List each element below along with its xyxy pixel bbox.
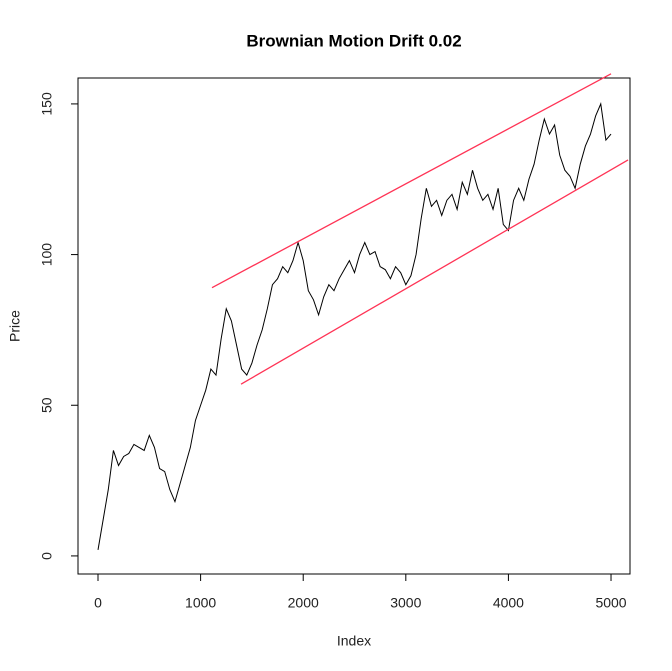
- series-line: [97, 102, 612, 550]
- x-tick-label: 4000: [493, 595, 524, 611]
- y-tick-label: 100: [39, 243, 55, 267]
- chart-title: Brownian Motion Drift 0.02: [246, 31, 461, 50]
- x-tick-label: 2000: [288, 595, 319, 611]
- x-tick-label: 5000: [595, 595, 626, 611]
- x-tick-label: 0: [94, 595, 102, 611]
- x-axis-label: Index: [337, 633, 371, 649]
- plot-frame: [77, 77, 631, 575]
- x-tick-label: 1000: [185, 595, 216, 611]
- series-line: [211, 73, 612, 289]
- series-line: [240, 159, 629, 385]
- y-tick-label: 50: [39, 397, 55, 413]
- y-tick-label: 0: [39, 552, 55, 560]
- y-tick-label: 150: [39, 92, 55, 116]
- x-tick-label: 3000: [390, 595, 421, 611]
- y-axis-label: Price: [7, 310, 23, 342]
